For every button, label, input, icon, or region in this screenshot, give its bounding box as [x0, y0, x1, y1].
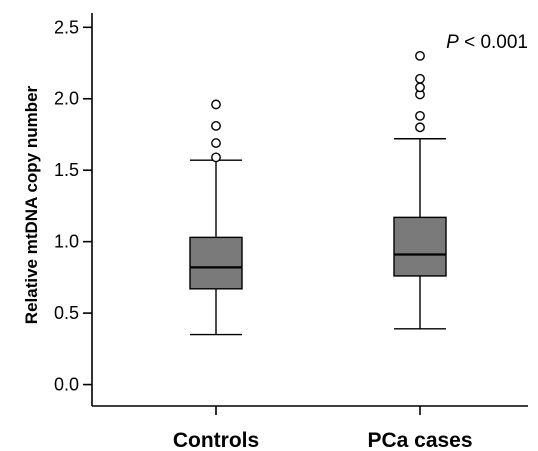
- y-tick-label: 2.0: [54, 89, 79, 109]
- iqr-box: [393, 216, 447, 277]
- outlier-point: [211, 120, 221, 131]
- outlier-point: [211, 99, 221, 110]
- x-category-label: Controls: [173, 429, 259, 451]
- y-tick-label: 1.0: [54, 232, 79, 252]
- y-tick-label: 2.5: [54, 17, 79, 37]
- outlier-point: [415, 73, 425, 84]
- boxes: [189, 50, 447, 336]
- p-value-text: < 0.001: [459, 32, 528, 53]
- box-2: [393, 50, 447, 330]
- outlier-point: [211, 152, 221, 163]
- y-tick-label: 0.0: [54, 375, 79, 395]
- p-value-annotation: P < 0.001: [446, 32, 528, 53]
- iqr-box: [189, 236, 243, 290]
- x-ticks: Controls PCa cases: [173, 406, 473, 451]
- y-tick-label: 1.5: [54, 160, 79, 180]
- outlier-point: [415, 110, 425, 121]
- x-category-label: PCa cases: [367, 429, 472, 451]
- p-symbol: P: [446, 32, 459, 53]
- outlier-point: [211, 138, 221, 148]
- outlier-point: [415, 122, 425, 133]
- outlier-point: [415, 82, 425, 93]
- y-tick-label: 0.5: [54, 303, 79, 323]
- y-axis-label: Relative mtDNA copy number: [22, 85, 41, 324]
- box-1: [189, 99, 243, 336]
- outlier-point: [415, 50, 425, 61]
- y-ticks: 0.0 0.5 1.0 1.5 2.0 2.5: [54, 17, 92, 395]
